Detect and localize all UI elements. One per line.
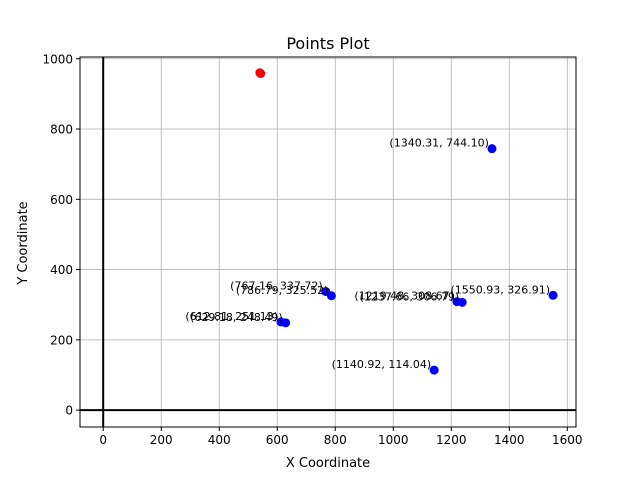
data-label: (1340.31, 744.10) [389,137,489,150]
data-point [457,297,467,307]
data-label: (1219.48, 308.67) [354,290,454,303]
y-axis-ticks: 0 200 400 600 800 1000 [42,52,80,418]
x-tick-label: 1600 [552,433,583,447]
data-point [256,69,266,79]
data-labels: (1340.31, 744.10) (767.16, 337.72)(786.79… [185,137,550,371]
y-tick-label: 600 [50,193,73,207]
x-tick-label: 600 [266,433,289,447]
x-tick-label: 400 [208,433,231,447]
x-axis-ticks: 0 200 400 600 800 1000 1200 1400 1600 [99,427,583,447]
x-tick-label: 800 [324,433,347,447]
data-point [429,365,439,375]
grid [80,57,576,427]
data-point [487,144,497,154]
y-tick-label: 200 [50,333,73,347]
x-axis-label: X Coordinate [286,456,370,471]
data-label: (786.79, 325.52) [236,284,329,297]
x-tick-label: 1400 [494,433,525,447]
data-label: (1237.66, 306.79) [360,290,460,303]
y-tick-label: 800 [50,123,73,137]
data-label: (629.18, 248.49) [190,311,283,324]
data-label: (1550.93, 326.91) [451,283,551,296]
data-points [255,68,558,375]
zero-axis-lines [80,57,576,427]
data-point [548,290,558,300]
y-tick-label: 0 [65,404,73,418]
y-axis-label: Y Coordinate [16,201,31,285]
data-label: (1140.92, 114.04) [332,358,432,371]
y-tick-label: 1000 [42,52,73,66]
y-tick-label: 400 [50,263,73,277]
x-tick-label: 0 [99,433,107,447]
data-label: (767.16, 337.72) [230,279,323,292]
chart-title: Points Plot [286,34,369,53]
plot-frame [79,56,577,428]
data-label: (612.81, 251.13) [185,310,278,323]
x-tick-label: 200 [150,433,173,447]
x-tick-label: 1200 [436,433,467,447]
data-point [326,291,336,301]
x-tick-label: 1000 [378,433,409,447]
data-point [281,318,291,328]
